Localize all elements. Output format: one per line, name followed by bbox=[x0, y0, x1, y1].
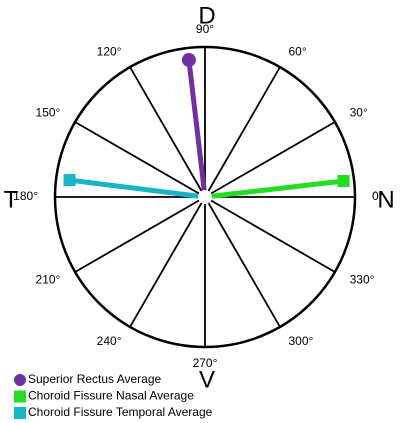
spoke bbox=[74, 121, 206, 198]
theta-tick-label: 240° bbox=[97, 334, 122, 348]
outer-circle bbox=[53, 45, 357, 349]
theta-tick-label: 330° bbox=[350, 273, 375, 287]
spoke bbox=[74, 196, 206, 273]
vector-line bbox=[204, 178, 344, 200]
theta-tick-label: 300° bbox=[289, 334, 314, 348]
theta-tick-label: 30° bbox=[350, 106, 368, 120]
spoke bbox=[204, 121, 336, 198]
legend-marker bbox=[14, 390, 26, 403]
legend-label: Superior Rectus Average bbox=[28, 372, 162, 386]
center-dot bbox=[198, 190, 212, 204]
direction-label: V bbox=[199, 366, 215, 393]
spoke bbox=[204, 196, 281, 328]
legend-label: Choroid Fissure Nasal Average bbox=[28, 389, 194, 403]
theta-tick-label: 180° bbox=[13, 189, 38, 203]
theta-tick-label: 210° bbox=[36, 273, 61, 287]
vector-marker bbox=[337, 174, 350, 187]
spoke bbox=[204, 66, 281, 198]
theta-tick-label: 120° bbox=[97, 45, 122, 59]
vector-line bbox=[186, 59, 208, 198]
spoke bbox=[129, 66, 206, 198]
vector-marker bbox=[181, 52, 196, 67]
spoke bbox=[204, 196, 336, 273]
direction-label: D bbox=[198, 2, 215, 29]
vector-line bbox=[69, 177, 206, 200]
legend-label: Choroid Fissure Temporal Average bbox=[28, 405, 213, 419]
direction-label: N bbox=[377, 186, 394, 213]
spoke bbox=[129, 196, 206, 328]
vector-marker bbox=[63, 174, 76, 187]
theta-tick-label: 90° bbox=[196, 22, 214, 36]
direction-label: T bbox=[4, 186, 19, 213]
theta-tick-label: 0° bbox=[372, 189, 384, 203]
theta-tick-label: 150° bbox=[36, 106, 61, 120]
legend-marker bbox=[14, 374, 26, 386]
theta-tick-label: 60° bbox=[289, 45, 307, 59]
legend-marker bbox=[14, 407, 26, 419]
theta-tick-label: 270° bbox=[193, 356, 218, 370]
